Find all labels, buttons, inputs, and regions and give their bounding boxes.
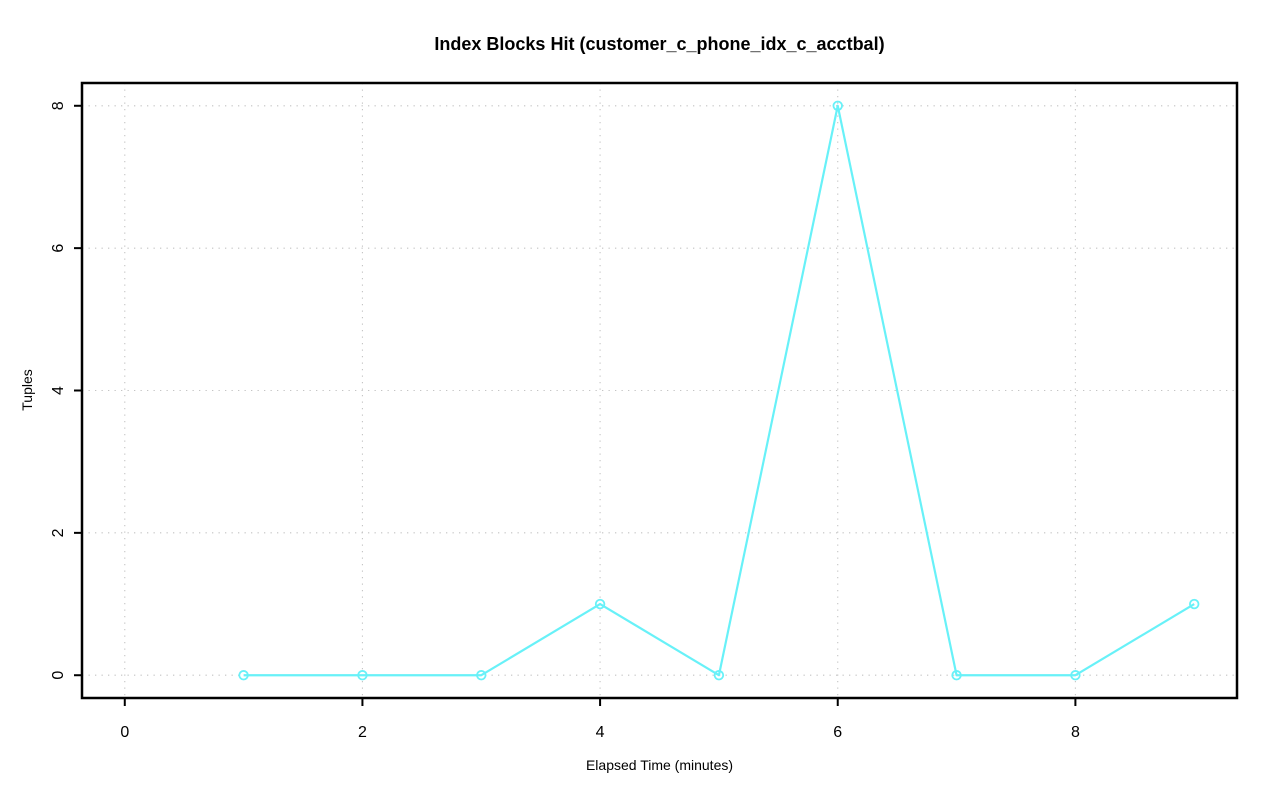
grid-layer: [82, 83, 1237, 698]
axis-ticks-layer: 0 2 4 6 8 0 2 4 6 8: [50, 101, 1080, 741]
data-point: [476, 670, 487, 681]
x-axis-tick-label: 2: [358, 724, 367, 741]
data-series-line: [243, 104, 1195, 677]
data-point: [1070, 670, 1081, 681]
x-axis-tick-label: 6: [833, 724, 842, 741]
chart-title: Index Blocks Hit (customer_c_phone_idx_c…: [434, 34, 884, 54]
data-point: [832, 100, 843, 111]
y-axis-tick-label: 4: [50, 386, 67, 395]
x-axis-label: Elapsed Time (minutes): [586, 757, 733, 773]
y-axis-tick-label: 0: [50, 671, 67, 680]
y-axis-tick-label: 6: [50, 244, 67, 253]
data-point: [951, 670, 962, 681]
data-point: [238, 670, 249, 681]
data-series-layer: [238, 100, 1200, 681]
x-axis-tick-label: 4: [596, 724, 605, 741]
data-point: [713, 670, 725, 681]
data-point: [594, 598, 606, 610]
x-axis-tick-label: 0: [120, 724, 129, 741]
y-axis-label: Tuples: [19, 369, 35, 411]
x-axis-tick-label: 8: [1071, 724, 1080, 741]
data-point: [357, 670, 368, 681]
y-axis-tick-label: 8: [50, 101, 67, 110]
data-point: [1189, 598, 1200, 610]
y-axis-tick-label: 2: [50, 528, 67, 537]
